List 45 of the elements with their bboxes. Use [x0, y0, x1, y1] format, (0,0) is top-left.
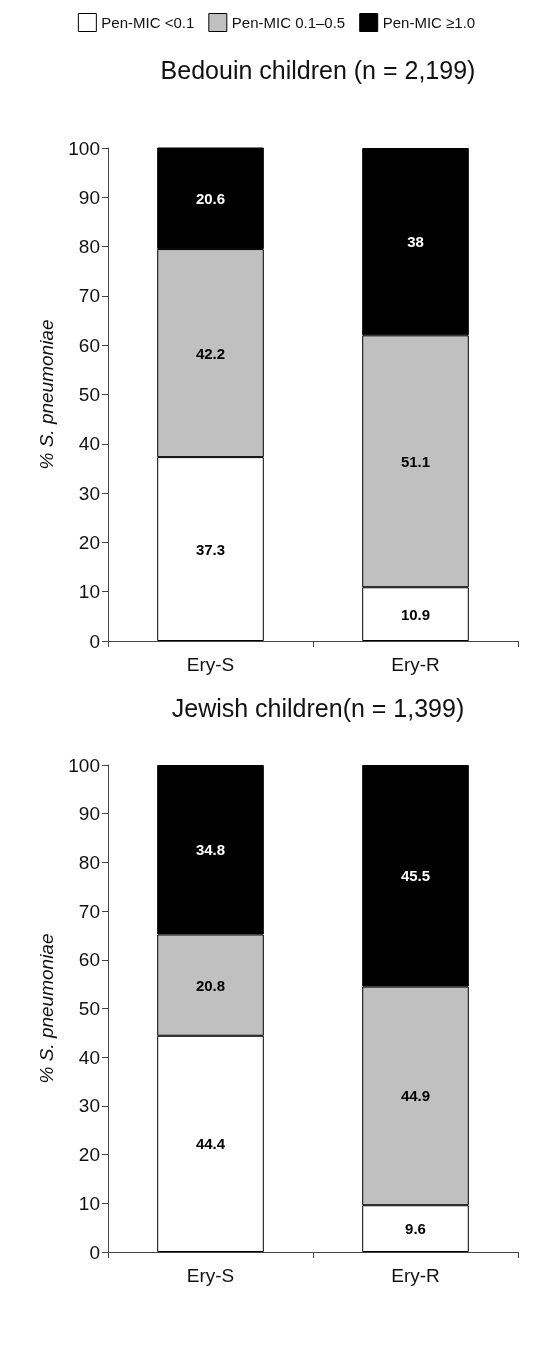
y-tick-label: 20 — [78, 1144, 100, 1166]
x-tick-label: Ery-S — [186, 654, 235, 675]
x-tick-label: Ery-S — [186, 1265, 235, 1286]
y-tick-label: 60 — [78, 334, 100, 356]
y-tick-label: 0 — [89, 1241, 100, 1263]
y-tick-label: 30 — [78, 1095, 100, 1117]
y-tick-label: 80 — [78, 236, 100, 258]
data-label: 20.8 — [195, 976, 226, 994]
y-tick-label: 90 — [78, 803, 100, 825]
data-label: 9.6 — [405, 1220, 426, 1238]
data-label: 20.6 — [195, 189, 226, 207]
y-axis-title: % S. pneumoniae — [36, 933, 57, 1084]
y-tick-label: 100 — [68, 137, 100, 159]
y-tick-label: 10 — [78, 1192, 100, 1214]
data-label: 44.4 — [195, 1135, 226, 1153]
data-label: 51.1 — [400, 452, 431, 470]
x-tick-label: Ery-R — [391, 1265, 440, 1286]
data-label: 45.5 — [400, 867, 431, 885]
y-tick-label: 60 — [78, 949, 100, 971]
y-tick-label: 50 — [78, 384, 100, 405]
chart-title: Bedouin children (n = 2,199) — [160, 55, 476, 84]
y-tick-label: 40 — [78, 433, 100, 455]
y-tick-label: 0 — [89, 630, 100, 652]
data-label: 10.9 — [400, 605, 431, 623]
x-tick-label: Ery-R — [391, 654, 440, 675]
data-label: 42.2 — [195, 344, 226, 362]
y-tick-label: 10 — [78, 581, 100, 603]
y-tick-label: 50 — [78, 998, 100, 1019]
chart-title: Jewish children(n = 1,399) — [171, 693, 465, 722]
y-tick-label: 40 — [78, 1046, 100, 1068]
y-tick-label: 70 — [78, 900, 100, 922]
data-label: 44.9 — [400, 1087, 431, 1105]
data-label: 37.3 — [195, 540, 226, 558]
y-tick-label: 20 — [78, 531, 100, 553]
y-tick-label: 80 — [78, 851, 100, 873]
y-tick-label: 30 — [78, 482, 100, 504]
y-tick-label: 70 — [78, 285, 100, 307]
y-axis-title: % S. pneumoniae — [36, 319, 57, 470]
y-tick-label: 90 — [78, 186, 100, 208]
y-tick-label: 100 — [68, 754, 100, 776]
data-label: 34.8 — [195, 841, 226, 859]
data-label: 38 — [407, 233, 424, 251]
legend-label: Pen-MIC 0.1–0.5 — [231, 14, 346, 31]
legend-label: Pen-MIC ≥1.0 — [382, 14, 476, 31]
legend-label: Pen-MIC <0.1 — [101, 14, 195, 31]
